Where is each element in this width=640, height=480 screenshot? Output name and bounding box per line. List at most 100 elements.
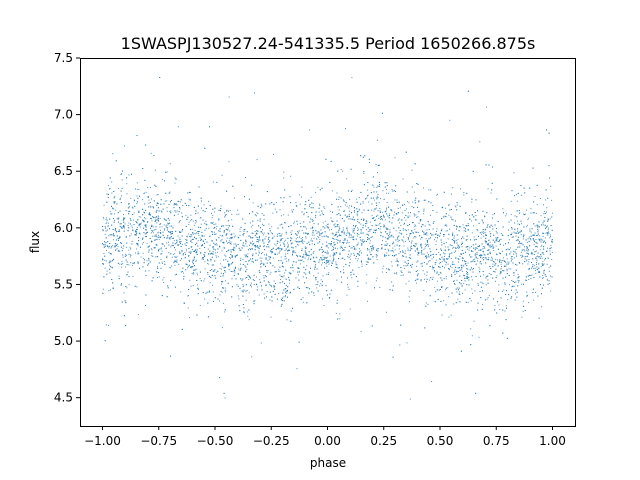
data-point bbox=[474, 258, 476, 260]
data-point bbox=[103, 246, 105, 248]
data-point bbox=[184, 251, 186, 253]
data-point bbox=[468, 284, 470, 286]
data-point bbox=[388, 192, 390, 194]
data-point bbox=[310, 267, 311, 269]
data-point bbox=[542, 241, 544, 243]
data-point bbox=[424, 273, 426, 275]
data-point bbox=[286, 319, 288, 321]
data-point bbox=[411, 186, 413, 188]
data-point bbox=[204, 278, 206, 280]
data-point bbox=[160, 223, 162, 225]
data-point bbox=[188, 205, 190, 207]
data-point bbox=[331, 228, 332, 230]
data-point bbox=[454, 240, 456, 242]
data-point bbox=[254, 214, 256, 216]
data-point bbox=[179, 241, 181, 243]
data-point bbox=[347, 256, 349, 257]
data-point bbox=[459, 291, 461, 293]
data-point bbox=[209, 244, 211, 246]
data-point bbox=[522, 263, 524, 265]
data-point bbox=[193, 273, 195, 275]
data-point bbox=[377, 248, 379, 250]
data-point bbox=[224, 287, 226, 289]
data-point bbox=[535, 242, 537, 244]
data-point bbox=[106, 250, 107, 251]
data-point bbox=[235, 278, 237, 280]
data-point bbox=[501, 270, 503, 272]
data-point bbox=[515, 281, 517, 283]
data-point bbox=[106, 193, 108, 195]
data-point bbox=[273, 247, 274, 249]
data-point bbox=[273, 153, 274, 155]
data-point bbox=[195, 259, 197, 261]
data-point bbox=[480, 281, 482, 283]
data-point bbox=[135, 252, 136, 254]
data-point bbox=[170, 355, 171, 357]
data-point bbox=[540, 254, 542, 256]
data-point bbox=[236, 254, 238, 256]
data-point bbox=[483, 253, 485, 255]
data-point bbox=[548, 227, 549, 229]
data-point bbox=[264, 297, 266, 299]
data-point bbox=[377, 165, 379, 166]
data-point bbox=[203, 235, 205, 237]
data-point bbox=[385, 192, 387, 194]
data-point bbox=[291, 238, 293, 240]
data-point bbox=[281, 297, 283, 299]
data-point bbox=[369, 229, 371, 230]
data-point bbox=[118, 187, 119, 189]
data-point bbox=[443, 243, 445, 245]
data-point bbox=[532, 234, 534, 236]
data-point bbox=[287, 242, 288, 244]
data-point bbox=[366, 222, 368, 224]
data-point bbox=[413, 207, 415, 209]
data-point bbox=[462, 236, 464, 238]
data-point bbox=[338, 199, 340, 200]
data-point bbox=[125, 286, 127, 287]
data-point bbox=[351, 277, 353, 279]
data-point bbox=[462, 258, 464, 259]
data-point bbox=[231, 263, 233, 264]
data-point bbox=[342, 257, 344, 259]
data-point bbox=[282, 238, 284, 239]
data-point bbox=[488, 164, 490, 166]
data-point bbox=[279, 235, 281, 237]
data-point bbox=[416, 265, 418, 267]
data-point bbox=[317, 231, 319, 233]
data-point bbox=[221, 265, 223, 267]
data-point bbox=[376, 191, 377, 193]
data-point bbox=[322, 275, 324, 277]
data-point bbox=[493, 250, 495, 251]
data-point bbox=[263, 263, 265, 265]
data-point bbox=[121, 195, 122, 197]
data-point bbox=[433, 256, 434, 258]
data-point bbox=[128, 222, 130, 224]
data-point bbox=[192, 285, 194, 287]
data-point bbox=[405, 230, 407, 232]
data-point bbox=[506, 270, 508, 272]
data-point bbox=[325, 158, 327, 160]
data-point bbox=[199, 237, 201, 239]
data-point bbox=[526, 291, 528, 293]
data-point bbox=[482, 303, 483, 305]
data-point bbox=[121, 179, 123, 181]
data-point bbox=[524, 258, 526, 260]
data-point bbox=[244, 229, 246, 231]
data-point bbox=[452, 235, 454, 237]
data-point bbox=[185, 226, 187, 227]
data-point bbox=[270, 252, 272, 254]
data-point bbox=[316, 238, 318, 240]
data-point bbox=[327, 261, 329, 263]
data-point bbox=[429, 260, 431, 262]
data-point bbox=[205, 220, 207, 222]
data-point bbox=[400, 275, 402, 277]
data-point bbox=[489, 266, 491, 267]
data-point bbox=[483, 231, 485, 233]
data-point bbox=[367, 233, 369, 235]
data-point bbox=[179, 220, 181, 222]
data-point bbox=[221, 235, 223, 237]
data-point bbox=[461, 241, 463, 243]
data-point bbox=[245, 277, 247, 279]
data-point bbox=[473, 239, 475, 241]
data-point bbox=[156, 204, 158, 206]
